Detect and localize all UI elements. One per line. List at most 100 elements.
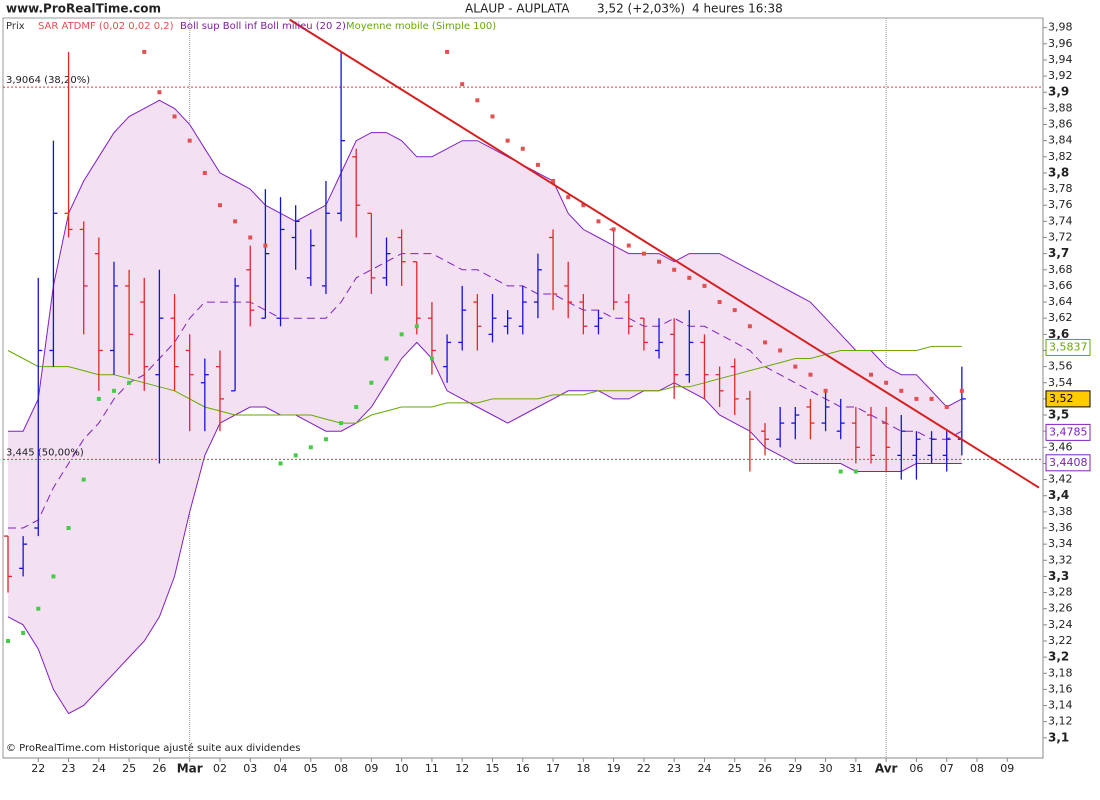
sar-dot	[520, 146, 525, 151]
sar-dot	[884, 380, 889, 385]
sar-dot	[732, 308, 737, 313]
price-tag-box	[1045, 390, 1091, 408]
sar-dot	[21, 630, 26, 635]
x-tick-label: 23	[667, 762, 681, 775]
legend-entry: Prix	[6, 21, 25, 32]
sar-dot	[308, 445, 313, 450]
sar-dot	[838, 469, 843, 474]
sar-dot	[566, 195, 571, 200]
sar-dot	[81, 477, 86, 482]
y-tick-label: 3,6	[1048, 327, 1069, 341]
x-tick-label: 12	[455, 762, 469, 775]
sar-dot	[263, 243, 268, 248]
sar-dot	[142, 49, 147, 54]
x-tick-label: 07	[940, 762, 954, 775]
x-tick-label: 05	[304, 762, 318, 775]
sar-dot	[187, 138, 192, 143]
x-tick-label: 22	[31, 762, 45, 775]
sar-dot	[535, 162, 540, 167]
y-tick-label: 3,66	[1048, 279, 1073, 292]
sar-dot	[944, 404, 949, 409]
x-tick-label: 19	[607, 762, 621, 775]
y-tick-label: 3,7	[1048, 246, 1069, 260]
bollinger-lower	[7, 341, 962, 715]
sar-dot	[354, 404, 359, 409]
y-tick-label: 3,4	[1048, 488, 1069, 502]
sar-dot	[369, 380, 374, 385]
sar-dot	[596, 219, 601, 224]
copyright: © ProRealTime.com Historique ajusté suit…	[6, 742, 300, 754]
sar-dot	[823, 388, 828, 393]
y-tick-label: 3,26	[1048, 602, 1073, 615]
sar-dot	[96, 396, 101, 401]
x-tick-label: 30	[819, 762, 833, 775]
x-tick-label: 09	[1000, 762, 1014, 775]
x-tick-label: 24	[697, 762, 711, 775]
sar-dot	[914, 396, 919, 401]
x-tick-label: 02	[213, 762, 227, 775]
y-tick-label: 3,86	[1048, 118, 1073, 131]
x-tick-label: 22	[637, 762, 651, 775]
sar-dot	[248, 235, 253, 240]
x-tick-label: 25	[728, 762, 742, 775]
moving-average	[7, 345, 962, 424]
price-tag-box	[1045, 338, 1091, 356]
legend-entry: SAR ATDMF (0,02 0,02 0,2)	[38, 21, 174, 32]
x-tick-label: 08	[970, 762, 984, 775]
y-tick-label: 3,8	[1048, 165, 1069, 179]
y-tick-label: 3,96	[1048, 37, 1073, 50]
sar-dot	[763, 340, 768, 345]
y-tick-label: 3,32	[1048, 553, 1073, 566]
price-tag-box	[1045, 454, 1091, 472]
x-tick-label: 29	[788, 762, 802, 775]
sar-dot	[278, 461, 283, 466]
sar-dot	[551, 179, 556, 184]
y-tick-label: 3,94	[1048, 53, 1073, 66]
y-tick-label: 3,68	[1048, 263, 1073, 276]
price-tag-label: 3,4408	[1049, 456, 1088, 469]
x-tick-label: Avr	[875, 762, 898, 776]
legend-entry: Moyenne mobile (Simple 100)	[346, 21, 496, 32]
price-tag-label: 3,5837	[1049, 340, 1088, 353]
sar-dot	[323, 437, 328, 442]
y-tick-label: 3,78	[1048, 182, 1073, 195]
y-tick-label: 3,98	[1048, 21, 1073, 34]
y-tick-label: 3,72	[1048, 230, 1073, 243]
y-tick-label: 3,34	[1048, 537, 1073, 550]
sar-dot	[581, 203, 586, 208]
sar-dot	[460, 82, 465, 87]
x-tick-label: 16	[516, 762, 530, 775]
sar-dot	[793, 364, 798, 369]
level-label: 3,9064 (38,20%)	[6, 75, 90, 86]
sar-dot	[127, 380, 132, 385]
sar-dot	[5, 638, 10, 643]
sar-dot	[172, 114, 177, 119]
sar-dot	[899, 388, 904, 393]
sar-dot	[429, 356, 434, 361]
sar-dot	[747, 324, 752, 329]
y-tick-label: 3,2	[1048, 650, 1069, 664]
sar-dot	[869, 372, 874, 377]
y-tick-label: 3,14	[1048, 699, 1073, 712]
bollinger-fill	[8, 100, 962, 714]
x-tick-label: 31	[849, 762, 863, 775]
y-tick-label: 3,38	[1048, 505, 1073, 518]
sar-dot	[339, 421, 344, 426]
x-tick-label: 17	[546, 762, 560, 775]
sar-dot	[626, 243, 631, 248]
sar-dot	[808, 372, 813, 377]
title-period: 4 heures 16:38	[692, 2, 783, 16]
y-tick-label: 3,42	[1048, 473, 1073, 486]
sar-dot	[51, 574, 56, 579]
sar-dot	[959, 388, 964, 393]
sar-dot	[399, 332, 404, 337]
x-tick-label: Mar	[177, 762, 203, 776]
sar-dot	[611, 227, 616, 232]
sar-dot	[505, 138, 510, 143]
sar-dot	[778, 348, 783, 353]
sar-dot	[233, 219, 238, 224]
bollinger-middle	[8, 253, 963, 529]
bollinger-upper	[8, 99, 963, 432]
